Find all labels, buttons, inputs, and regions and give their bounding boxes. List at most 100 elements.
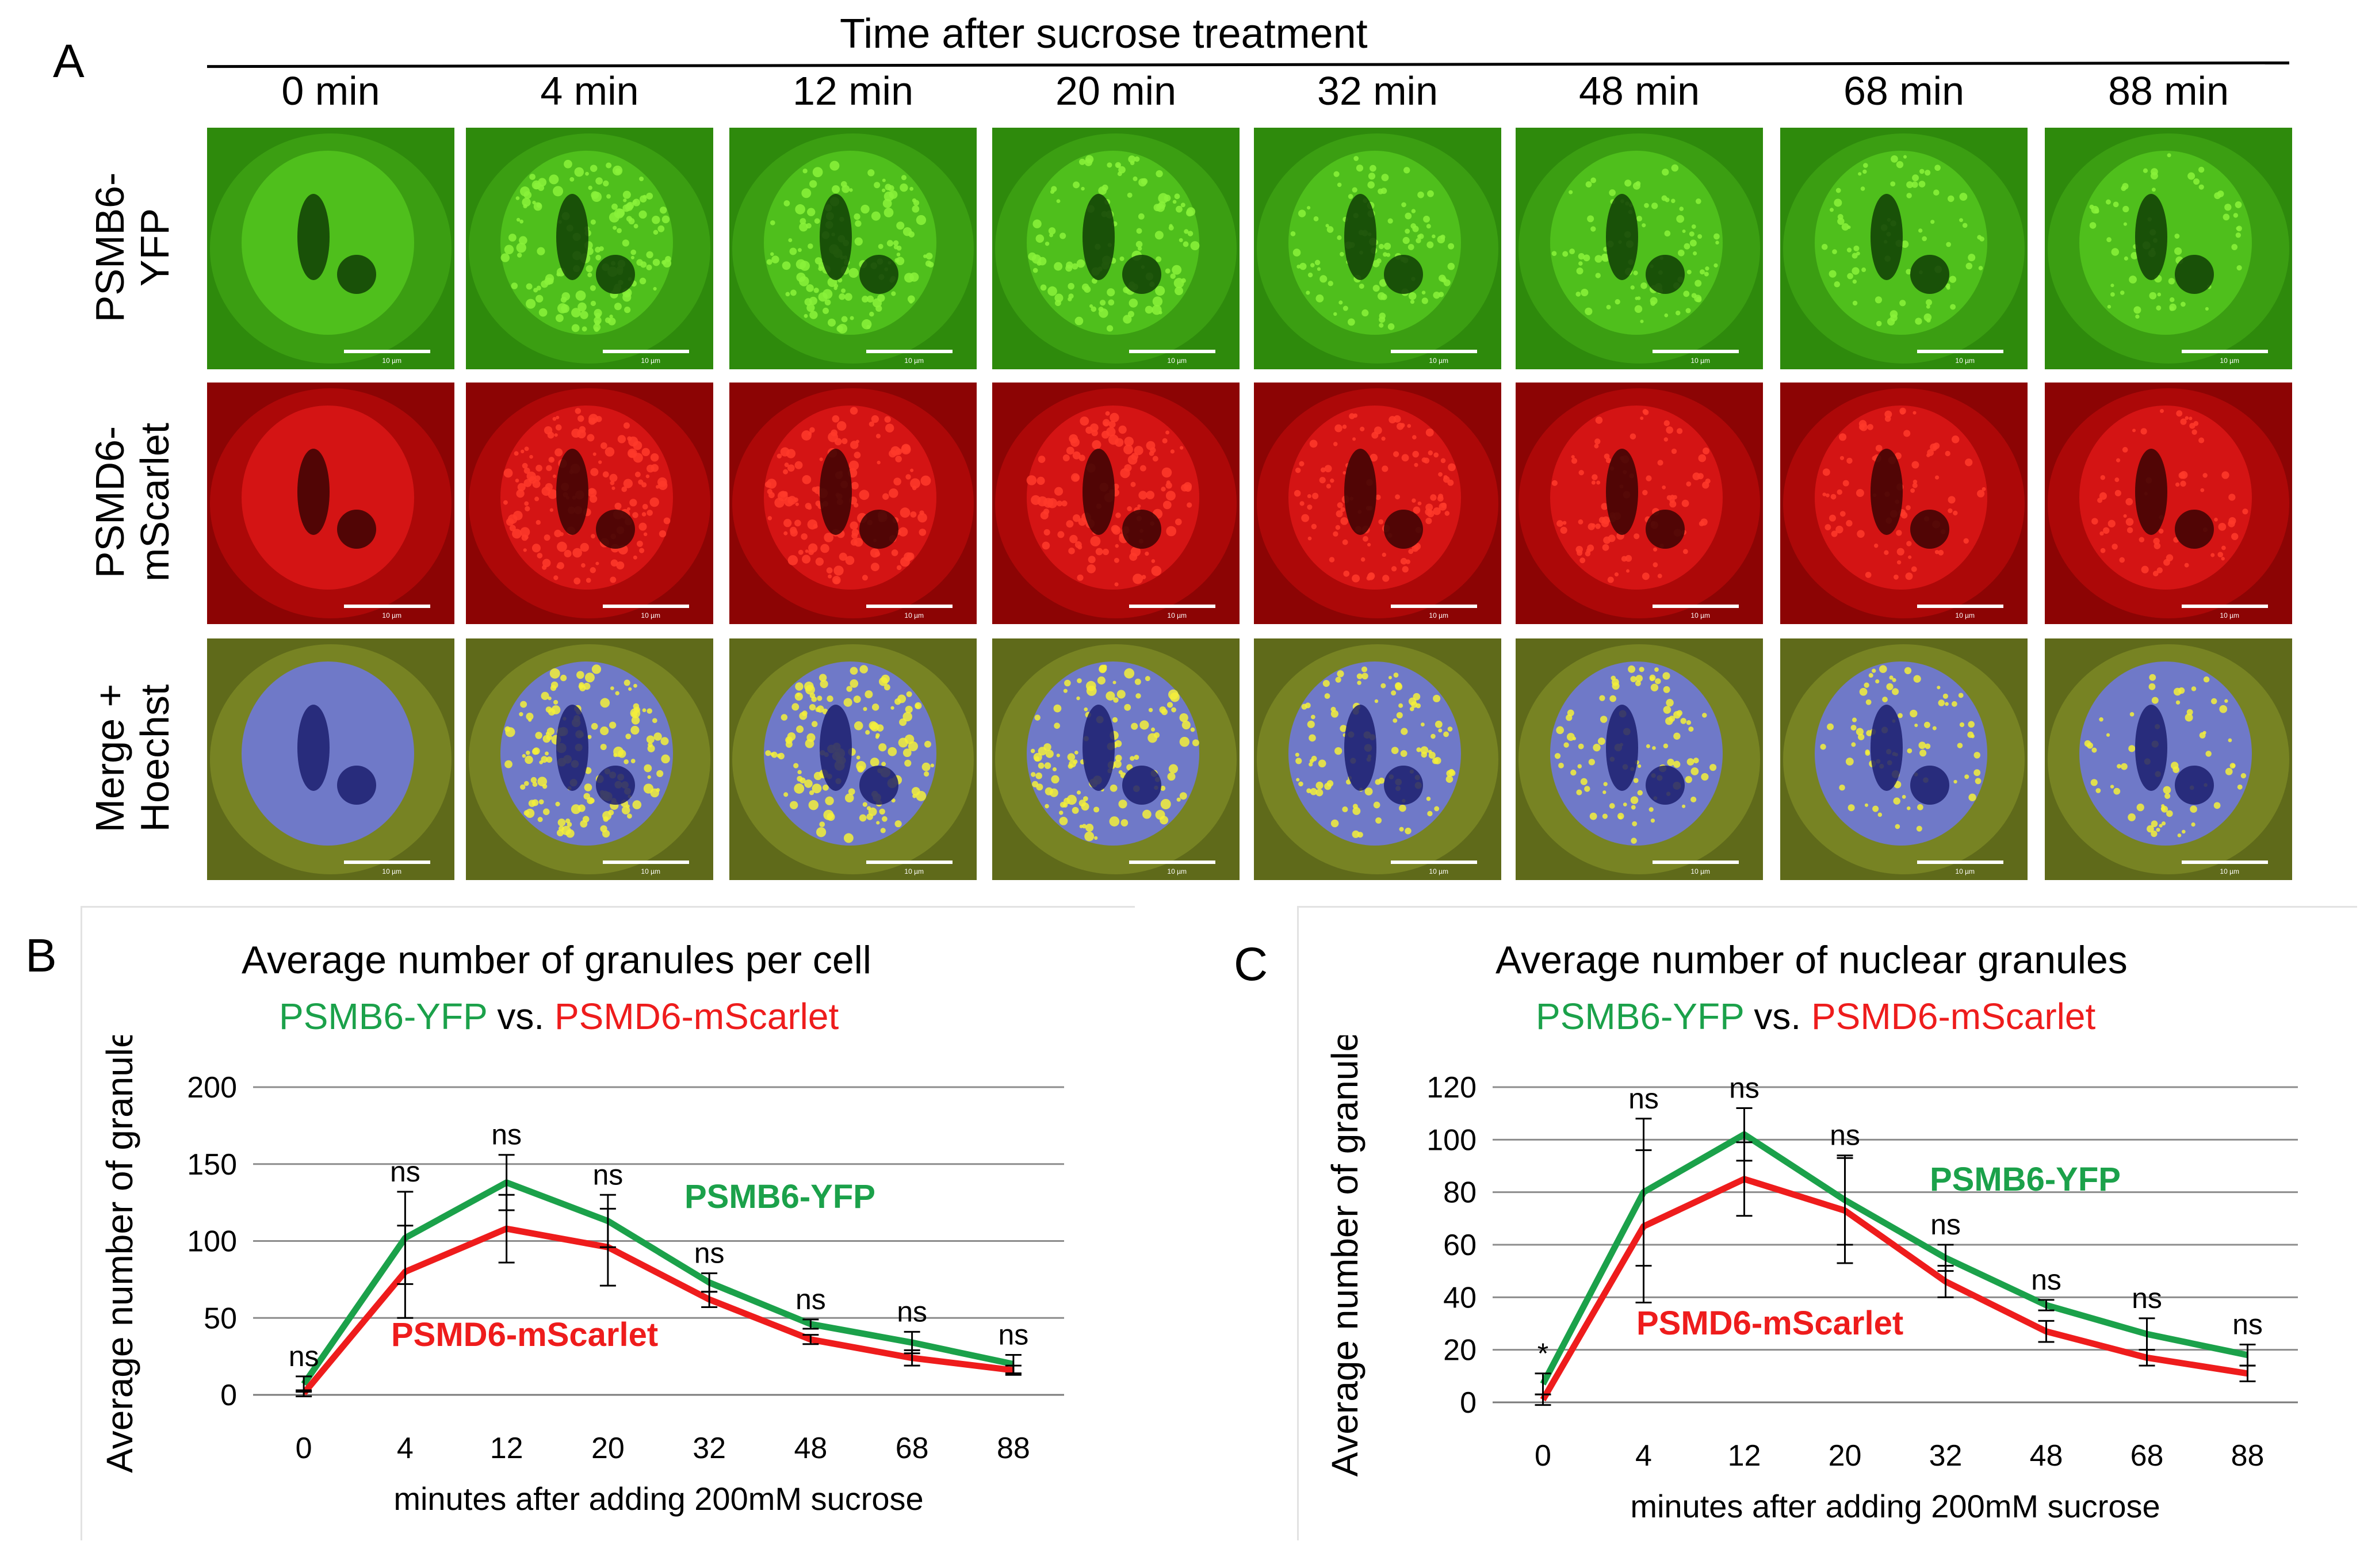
scale-bar <box>866 350 953 353</box>
micrograph-image <box>466 638 713 880</box>
series-label-psmd6-mscarlet: PSMD6-mScarlet <box>1636 1305 1903 1342</box>
scale-bar <box>344 861 430 864</box>
micrograph: 10 µm <box>2045 383 2292 624</box>
scale-bar-text: 10 µm <box>1690 867 1710 875</box>
panel-a-letter: A <box>53 35 85 87</box>
legend-psmb6-yfp: PSMB6-YFP <box>279 996 487 1037</box>
micrograph: 10 µm <box>1516 383 1763 624</box>
significance-label: ns <box>2031 1264 2061 1296</box>
chart-c: 0 20 40 60 80 100 120 0 4 12 20 32 48 68 88 minutes aft… <box>1324 1035 2298 1524</box>
scale-bar-text: 10 µm <box>1429 357 1448 365</box>
scale-bar-text: 10 µm <box>641 357 660 365</box>
micrograph: 10 µm <box>1780 638 2028 880</box>
micrograph-image <box>466 128 713 369</box>
significance-label: ns <box>491 1119 522 1151</box>
channel-label: PSMD6- mScarlet <box>87 381 177 623</box>
series-line <box>1540 1131 2248 1386</box>
scale-bar <box>603 350 689 353</box>
scale-bar <box>603 861 689 864</box>
channel-label-line: mScarlet <box>132 422 177 582</box>
micrograph-image <box>1516 128 1763 369</box>
legend-psmd6-mscarlet: PSMD6-mScarlet <box>1811 996 2096 1037</box>
y-tick-label: 80 <box>1443 1176 1477 1210</box>
micrograph-image <box>729 638 977 880</box>
scale-bar-text: 10 µm <box>1167 611 1187 619</box>
scale-bar-text: 10 µm <box>904 867 924 875</box>
micrograph: 10 µm <box>992 383 1240 624</box>
channel-label-line: Hoechst <box>132 684 177 832</box>
micrograph-image <box>207 383 454 624</box>
scale-bar-text: 10 µm <box>382 611 401 619</box>
panel-b-letter: B <box>25 930 57 982</box>
significance-label: ns <box>1628 1083 1659 1115</box>
x-tick-label: 32 <box>1929 1439 1963 1473</box>
scale-bar-text: 10 µm <box>2220 611 2239 619</box>
scale-bar <box>1391 861 1477 864</box>
scale-bar-text: 10 µm <box>382 357 401 365</box>
y-tick-label: 50 <box>204 1302 237 1335</box>
scale-bar-text: 10 µm <box>904 611 924 619</box>
micrograph: 10 µm <box>1780 128 2028 369</box>
micrograph: 10 µm <box>207 128 454 369</box>
scale-bar <box>1653 350 1739 353</box>
time-point-label: 4 min <box>540 68 639 113</box>
time-axis-line <box>206 61 2290 68</box>
significance-label: ns <box>289 1340 319 1372</box>
panel-a-title: Time after sucrose treatment <box>840 11 1368 57</box>
micrograph: 10 µm <box>1780 383 2028 624</box>
time-point-label: 0 min <box>281 68 380 113</box>
significance-label: ns <box>694 1237 725 1269</box>
significance-label: ns <box>998 1318 1028 1351</box>
legend-psmd6-mscarlet: PSMD6-mScarlet <box>554 996 839 1037</box>
channel-label-line: PSMD6- <box>87 426 132 579</box>
panel-c-letter: C <box>1234 938 1268 990</box>
scale-bar <box>1391 350 1477 353</box>
x-tick-label: 4 <box>397 1432 414 1465</box>
time-point-label: 20 min <box>1055 68 1177 113</box>
micrograph: 10 µm <box>1254 128 1501 369</box>
scale-bar-text: 10 µm <box>1167 867 1187 875</box>
scale-bar <box>344 605 430 608</box>
significance-label: ns <box>795 1283 826 1315</box>
chart-b: 0 50 100 150 200 0 4 12 20 32 48 68 88 minutes after … <box>99 1035 1064 1517</box>
series-label-psmb6-yfp: PSMB6-YFP <box>684 1178 875 1215</box>
panel-b-title: Average number of granules per cell <box>242 938 871 982</box>
micrograph: 10 µm <box>992 128 1240 369</box>
micrograph: 10 µm <box>466 638 713 880</box>
micrograph-image <box>2045 383 2292 624</box>
y-tick-label: 20 <box>1443 1334 1477 1367</box>
scale-bar <box>344 350 430 353</box>
scale-bar <box>866 861 953 864</box>
scale-bar-text: 10 µm <box>1955 357 1975 365</box>
micrograph-image <box>1254 383 1501 624</box>
scale-bar-text: 10 µm <box>1690 611 1710 619</box>
y-tick-label: 200 <box>187 1071 237 1104</box>
x-tick-label: 20 <box>1829 1439 1862 1473</box>
x-axis-label: minutes after adding 200mM sucrose <box>393 1481 923 1517</box>
x-tick-label: 48 <box>2030 1439 2063 1473</box>
micrograph-image <box>1516 638 1763 880</box>
y-tick-label: 40 <box>1443 1281 1477 1314</box>
significance-label: ns <box>390 1156 420 1188</box>
scale-bar-text: 10 µm <box>1955 611 1975 619</box>
micrograph: 10 µm <box>207 638 454 880</box>
scale-bar <box>1653 861 1739 864</box>
scale-bar <box>2182 861 2268 864</box>
scale-bar-text: 10 µm <box>1429 867 1448 875</box>
scale-bar <box>1917 605 2003 608</box>
panel-c-frame <box>1297 906 2357 1540</box>
scale-bar <box>1917 350 2003 353</box>
micrograph: 10 µm <box>1516 638 1763 880</box>
channel-label: PSMB6- YFP <box>87 127 177 368</box>
micrograph-image <box>729 128 977 369</box>
micrograph: 10 µm <box>1516 128 1763 369</box>
panel-b-frame <box>81 906 1135 1540</box>
y-tick-label: 100 <box>187 1225 237 1259</box>
micrograph-image <box>466 383 713 624</box>
scale-bar-text: 10 µm <box>1429 611 1448 619</box>
micrograph-image <box>1780 128 2028 369</box>
channel-label-line: Merge + <box>87 683 132 833</box>
scale-bar-text: 10 µm <box>1955 867 1975 875</box>
time-point-label: 32 min <box>1317 68 1439 113</box>
micrograph: 10 µm <box>207 383 454 624</box>
